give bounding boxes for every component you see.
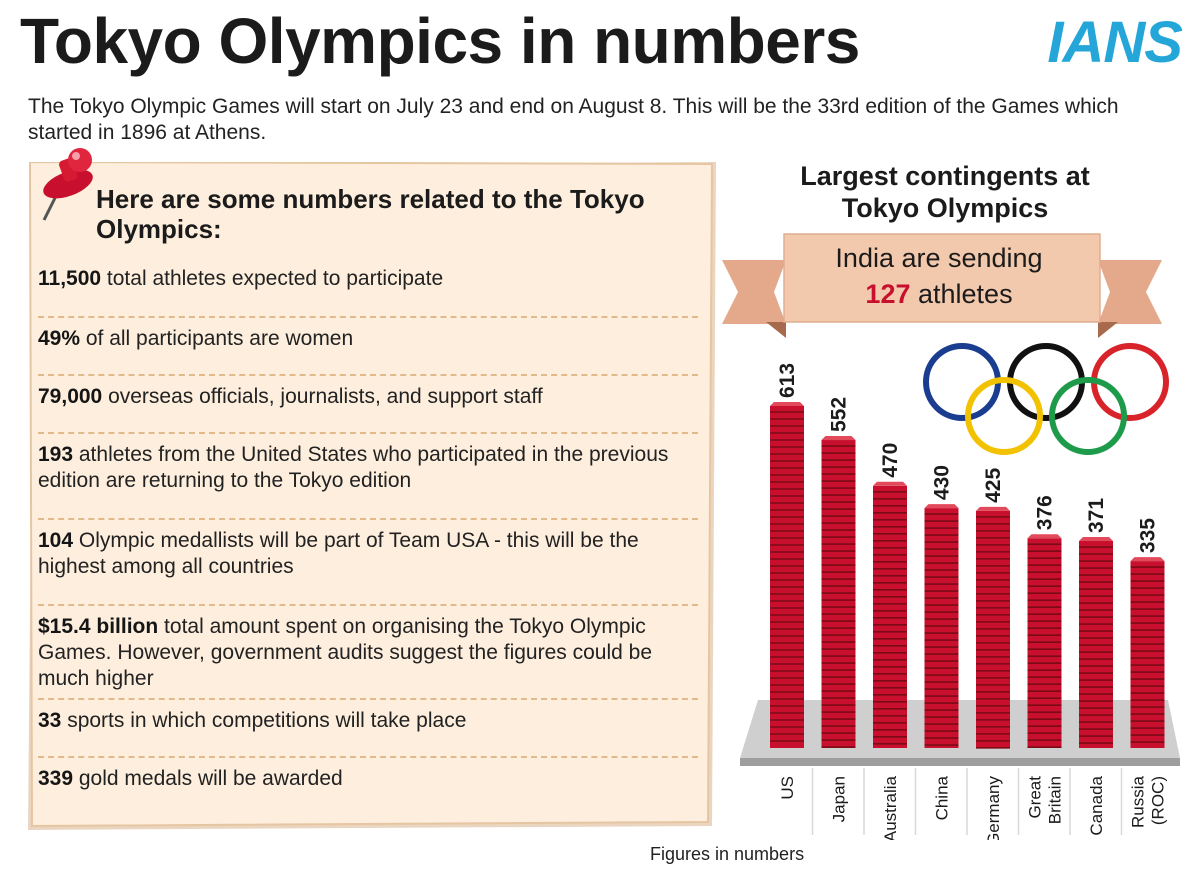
bar-great-britain xyxy=(1027,534,1062,749)
fact-item: 11,500 total athletes expected to partic… xyxy=(38,258,698,318)
bar-value-label: 613 xyxy=(776,363,799,398)
bar-value-label: 371 xyxy=(1085,498,1108,533)
facts-list: 11,500 total athletes expected to partic… xyxy=(38,258,698,816)
bar-germany xyxy=(976,506,1010,749)
india-banner xyxy=(722,233,1162,338)
banner-line2: 127 athletes xyxy=(780,276,1098,312)
category-label: US xyxy=(778,776,797,800)
bar-value-label: 335 xyxy=(1137,518,1160,553)
bar-value-label: 552 xyxy=(828,397,851,432)
olympic-rings-icon xyxy=(923,343,1169,455)
fact-value: 33 xyxy=(38,709,62,732)
bar-china xyxy=(924,504,959,748)
fact-text: gold medals will be awarded xyxy=(73,767,343,790)
fact-text: total amount spent on organising the Tok… xyxy=(38,615,653,690)
category-label: China xyxy=(933,775,952,820)
fact-item: 104 Olympic medallists will be part of T… xyxy=(38,520,698,606)
fact-value: 79,000 xyxy=(38,385,103,408)
fact-item: 33 sports in which competitions will tak… xyxy=(38,700,698,758)
bar-russia-roc- xyxy=(1130,557,1165,748)
fact-value: 11,500 xyxy=(38,267,102,290)
category-label: Germany xyxy=(984,776,1003,840)
ians-logo: IANS xyxy=(1047,10,1183,75)
fact-text: sports in which competitions will take p… xyxy=(61,709,467,732)
fact-text: total athletes expected to participate xyxy=(101,267,444,290)
fact-item: 49% of all participants are women xyxy=(38,318,698,376)
category-label: Great xyxy=(1026,776,1045,819)
banner-line1: India are sending xyxy=(835,243,1043,273)
bar-australia xyxy=(873,481,907,748)
category-label: Russia xyxy=(1129,775,1148,828)
bar-canada xyxy=(1079,537,1113,748)
chart-title: Largest contingents at Tokyo Olympics xyxy=(800,161,1090,223)
facts-note: Here are some numbers related to the Tok… xyxy=(28,148,720,830)
chart-floor-edge xyxy=(740,758,1180,766)
fact-value: 49% xyxy=(38,327,81,350)
india-count: 127 xyxy=(865,279,911,309)
fact-text: of all participants are women xyxy=(80,327,354,350)
category-label: Japan xyxy=(830,776,849,822)
bar-value-label: 425 xyxy=(982,468,1005,503)
bar-value-label: 470 xyxy=(879,443,902,478)
fact-item: 339 gold medals will be awarded xyxy=(38,758,698,816)
fact-text: athletes from the United States who part… xyxy=(38,443,669,492)
pushpin-icon xyxy=(42,148,93,221)
fact-item: 193 athletes from the United States who … xyxy=(38,434,698,520)
bar-value-label: 376 xyxy=(1034,495,1057,530)
banner-text: India are sending 127 athletes xyxy=(780,240,1098,312)
fact-value: $15.4 billion xyxy=(38,615,159,638)
chart-floor xyxy=(740,700,1180,758)
fact-item: 79,000 overseas officials, journalists, … xyxy=(38,376,698,434)
note-paper xyxy=(28,162,716,830)
banner-unit: athletes xyxy=(918,279,1013,309)
contingent-bar-chart: 613 US 552 Japan 470 Australia 430 China 425 Germ… xyxy=(740,343,1180,840)
fact-text: Olympic medallists will be part of Team … xyxy=(38,529,639,578)
category-label: Australia xyxy=(881,775,900,840)
fact-text: overseas officials, journalists, and sup… xyxy=(102,385,543,408)
page-title: Tokyo Olympics in numbers xyxy=(20,5,860,77)
intro-text: The Tokyo Olympic Games will start on Ju… xyxy=(28,95,1119,144)
bar-japan xyxy=(821,436,856,748)
category-label: (ROC) xyxy=(1149,776,1168,825)
bar-us xyxy=(770,402,804,748)
fact-item: $15.4 billion total amount spent on orga… xyxy=(38,606,698,700)
footnote: Figures in numbers xyxy=(650,844,805,864)
fact-value: 339 xyxy=(38,767,74,790)
bar-value-label: 430 xyxy=(931,465,954,500)
category-label: Britain xyxy=(1046,776,1065,824)
fact-value: 104 xyxy=(38,529,74,552)
category-label: Canada xyxy=(1087,775,1106,835)
fact-value: 193 xyxy=(38,443,74,466)
note-heading: Here are some numbers related to the Tok… xyxy=(96,184,645,244)
